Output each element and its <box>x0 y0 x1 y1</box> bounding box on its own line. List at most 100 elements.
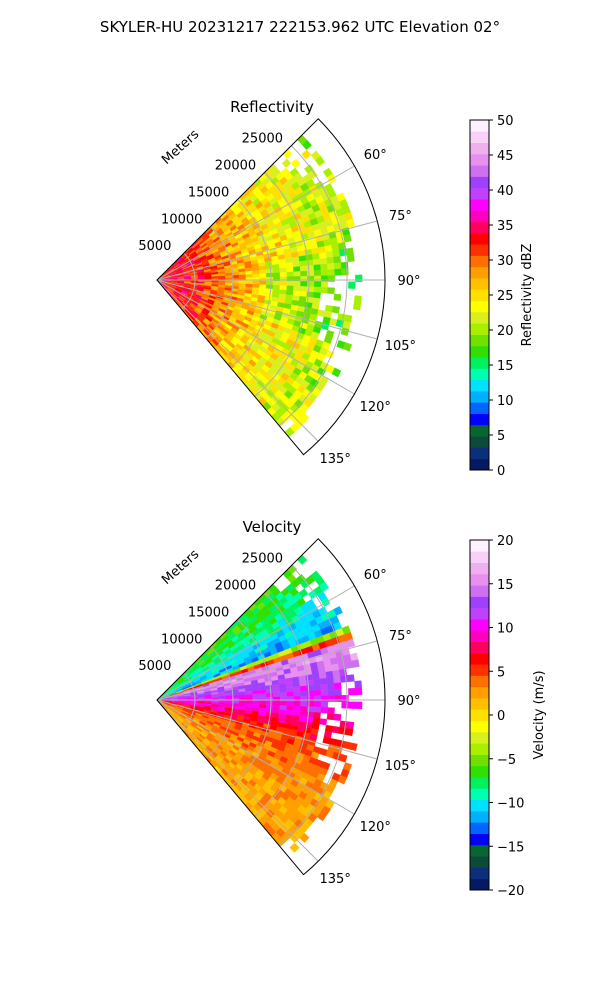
reflectivity-radial-axis-label: Meters <box>159 127 202 168</box>
reflectivity-colorbar-tick-label: 40 <box>497 184 514 199</box>
velocity-gate <box>300 696 308 702</box>
reflectivity-gate <box>313 264 322 271</box>
reflectivity-gate <box>346 254 355 263</box>
velocity-gate <box>346 674 355 683</box>
reflectivity-gate <box>258 269 267 274</box>
velocity-gate <box>293 696 301 702</box>
reflectivity-colorbar-bin <box>470 165 489 177</box>
velocity-gate <box>272 688 281 694</box>
velocity-gate <box>320 695 329 702</box>
velocity-gate <box>293 705 301 712</box>
velocity-gate <box>293 691 301 697</box>
velocity-colorbar-tick-label: 15 <box>497 578 514 593</box>
reflectivity-range-tick-label: 10000 <box>161 212 202 227</box>
reflectivity-gate <box>292 261 301 268</box>
velocity-gate <box>313 706 322 713</box>
velocity-azimuth-ticks: 60° 75° 90° 105° 120° 135° <box>320 568 421 887</box>
velocity-gate <box>278 683 287 689</box>
reflectivity-gate <box>286 285 294 291</box>
velocity-gate <box>348 687 356 696</box>
velocity-gate <box>245 694 253 698</box>
reflectivity-gate <box>238 280 247 285</box>
reflectivity-gate <box>266 272 274 278</box>
reflectivity-gate <box>307 169 318 180</box>
velocity-colorbar-bin <box>470 833 489 846</box>
reflectivity-gate <box>307 270 315 277</box>
reflectivity-gate <box>281 158 292 168</box>
reflectivity-gate <box>342 342 352 352</box>
reflectivity-gate <box>324 244 333 253</box>
reflectivity-gate <box>340 327 350 337</box>
reflectivity-gate <box>265 268 274 274</box>
reflectivity-gate <box>279 280 288 286</box>
reflectivity-gate <box>314 156 326 167</box>
reflectivity-gate <box>299 265 308 272</box>
reflectivity-gate <box>313 270 322 277</box>
velocity-gate <box>325 670 334 679</box>
velocity-gate <box>327 695 335 702</box>
velocity-gate <box>259 693 267 698</box>
velocity-gate <box>333 682 342 690</box>
reflectivity-gate <box>252 280 260 285</box>
reflectivity-gate <box>334 268 342 276</box>
velocity-gate <box>279 705 287 711</box>
reflectivity-gate <box>353 302 362 311</box>
velocity-range-ring <box>278 565 348 846</box>
reflectivity-gate <box>333 293 342 301</box>
reflectivity-polar-grid <box>156 118 386 456</box>
velocity-gate <box>292 681 301 688</box>
velocity-gate <box>299 711 308 718</box>
velocity-azimuth-tick-label: 135° <box>320 872 351 887</box>
reflectivity-range-ticks: 5000 10000 15000 20000 25000 <box>138 132 283 254</box>
reflectivity-gate <box>252 273 260 278</box>
velocity-colorbar-tick-label: −20 <box>497 884 524 899</box>
velocity-title: Velocity <box>243 518 302 536</box>
reflectivity-colorbar-bin <box>470 311 489 324</box>
velocity-gate <box>326 713 335 721</box>
reflectivity-colorbar-bin <box>470 187 489 200</box>
velocity-range-ticks: 5000 10000 15000 20000 25000 <box>138 552 283 674</box>
reflectivity-gate <box>293 285 301 292</box>
velocity-colorbar-bin <box>470 765 489 778</box>
reflectivity-colorbar-bin <box>470 278 489 290</box>
velocity-gate <box>307 695 315 702</box>
velocity-gate <box>354 680 362 689</box>
velocity-colorbar-bin <box>470 540 489 552</box>
velocity-colorbar-bin <box>470 573 489 586</box>
velocity-gate <box>319 718 328 726</box>
velocity-gate <box>272 704 281 710</box>
reflectivity-gate <box>245 274 253 278</box>
velocity-azimuth-tick-label: 75° <box>389 629 412 644</box>
velocity-colorbar-tick-label: 0 <box>497 709 505 724</box>
velocity-colorbar-bin <box>470 675 489 688</box>
reflectivity-azimuth-tick-label: 135° <box>320 452 351 467</box>
reflectivity-colorbar-label: Reflectivity dBZ <box>520 244 535 347</box>
velocity-range-ring <box>181 672 196 730</box>
velocity-range-ring <box>229 619 272 788</box>
reflectivity-gate <box>327 269 335 276</box>
figure-title: SKYLER-HU 20231217 222153.962 UTC Elevat… <box>100 18 500 36</box>
reflectivity-gate <box>301 139 313 151</box>
reflectivity-azimuth-tick-label: 105° <box>385 339 416 354</box>
reflectivity-colorbar-bin <box>470 244 489 256</box>
reflectivity-colorbar-bin <box>470 255 489 268</box>
velocity-colorbar-tick-label: 10 <box>497 622 514 637</box>
reflectivity-gate <box>320 281 329 288</box>
reflectivity-gate <box>245 270 253 275</box>
reflectivity-sector-outline <box>156 118 386 456</box>
velocity-gate <box>258 689 267 694</box>
velocity-gate <box>300 701 308 707</box>
velocity-colorbar-tick-label: −5 <box>497 753 516 768</box>
reflectivity-colorbar-tick-label: 35 <box>497 219 514 234</box>
velocity-gate <box>300 690 308 697</box>
velocity-gate <box>272 692 281 698</box>
velocity-gate <box>293 701 301 707</box>
reflectivity-gate <box>300 286 308 292</box>
velocity-azimuth-spoke <box>156 699 378 760</box>
reflectivity-gate <box>313 292 321 299</box>
velocity-azimuth-spoke <box>156 640 378 701</box>
velocity-sector-outline <box>156 538 386 876</box>
velocity-gate <box>272 684 280 690</box>
reflectivity-gate <box>327 287 335 295</box>
reflectivity-range-ring <box>181 252 196 310</box>
